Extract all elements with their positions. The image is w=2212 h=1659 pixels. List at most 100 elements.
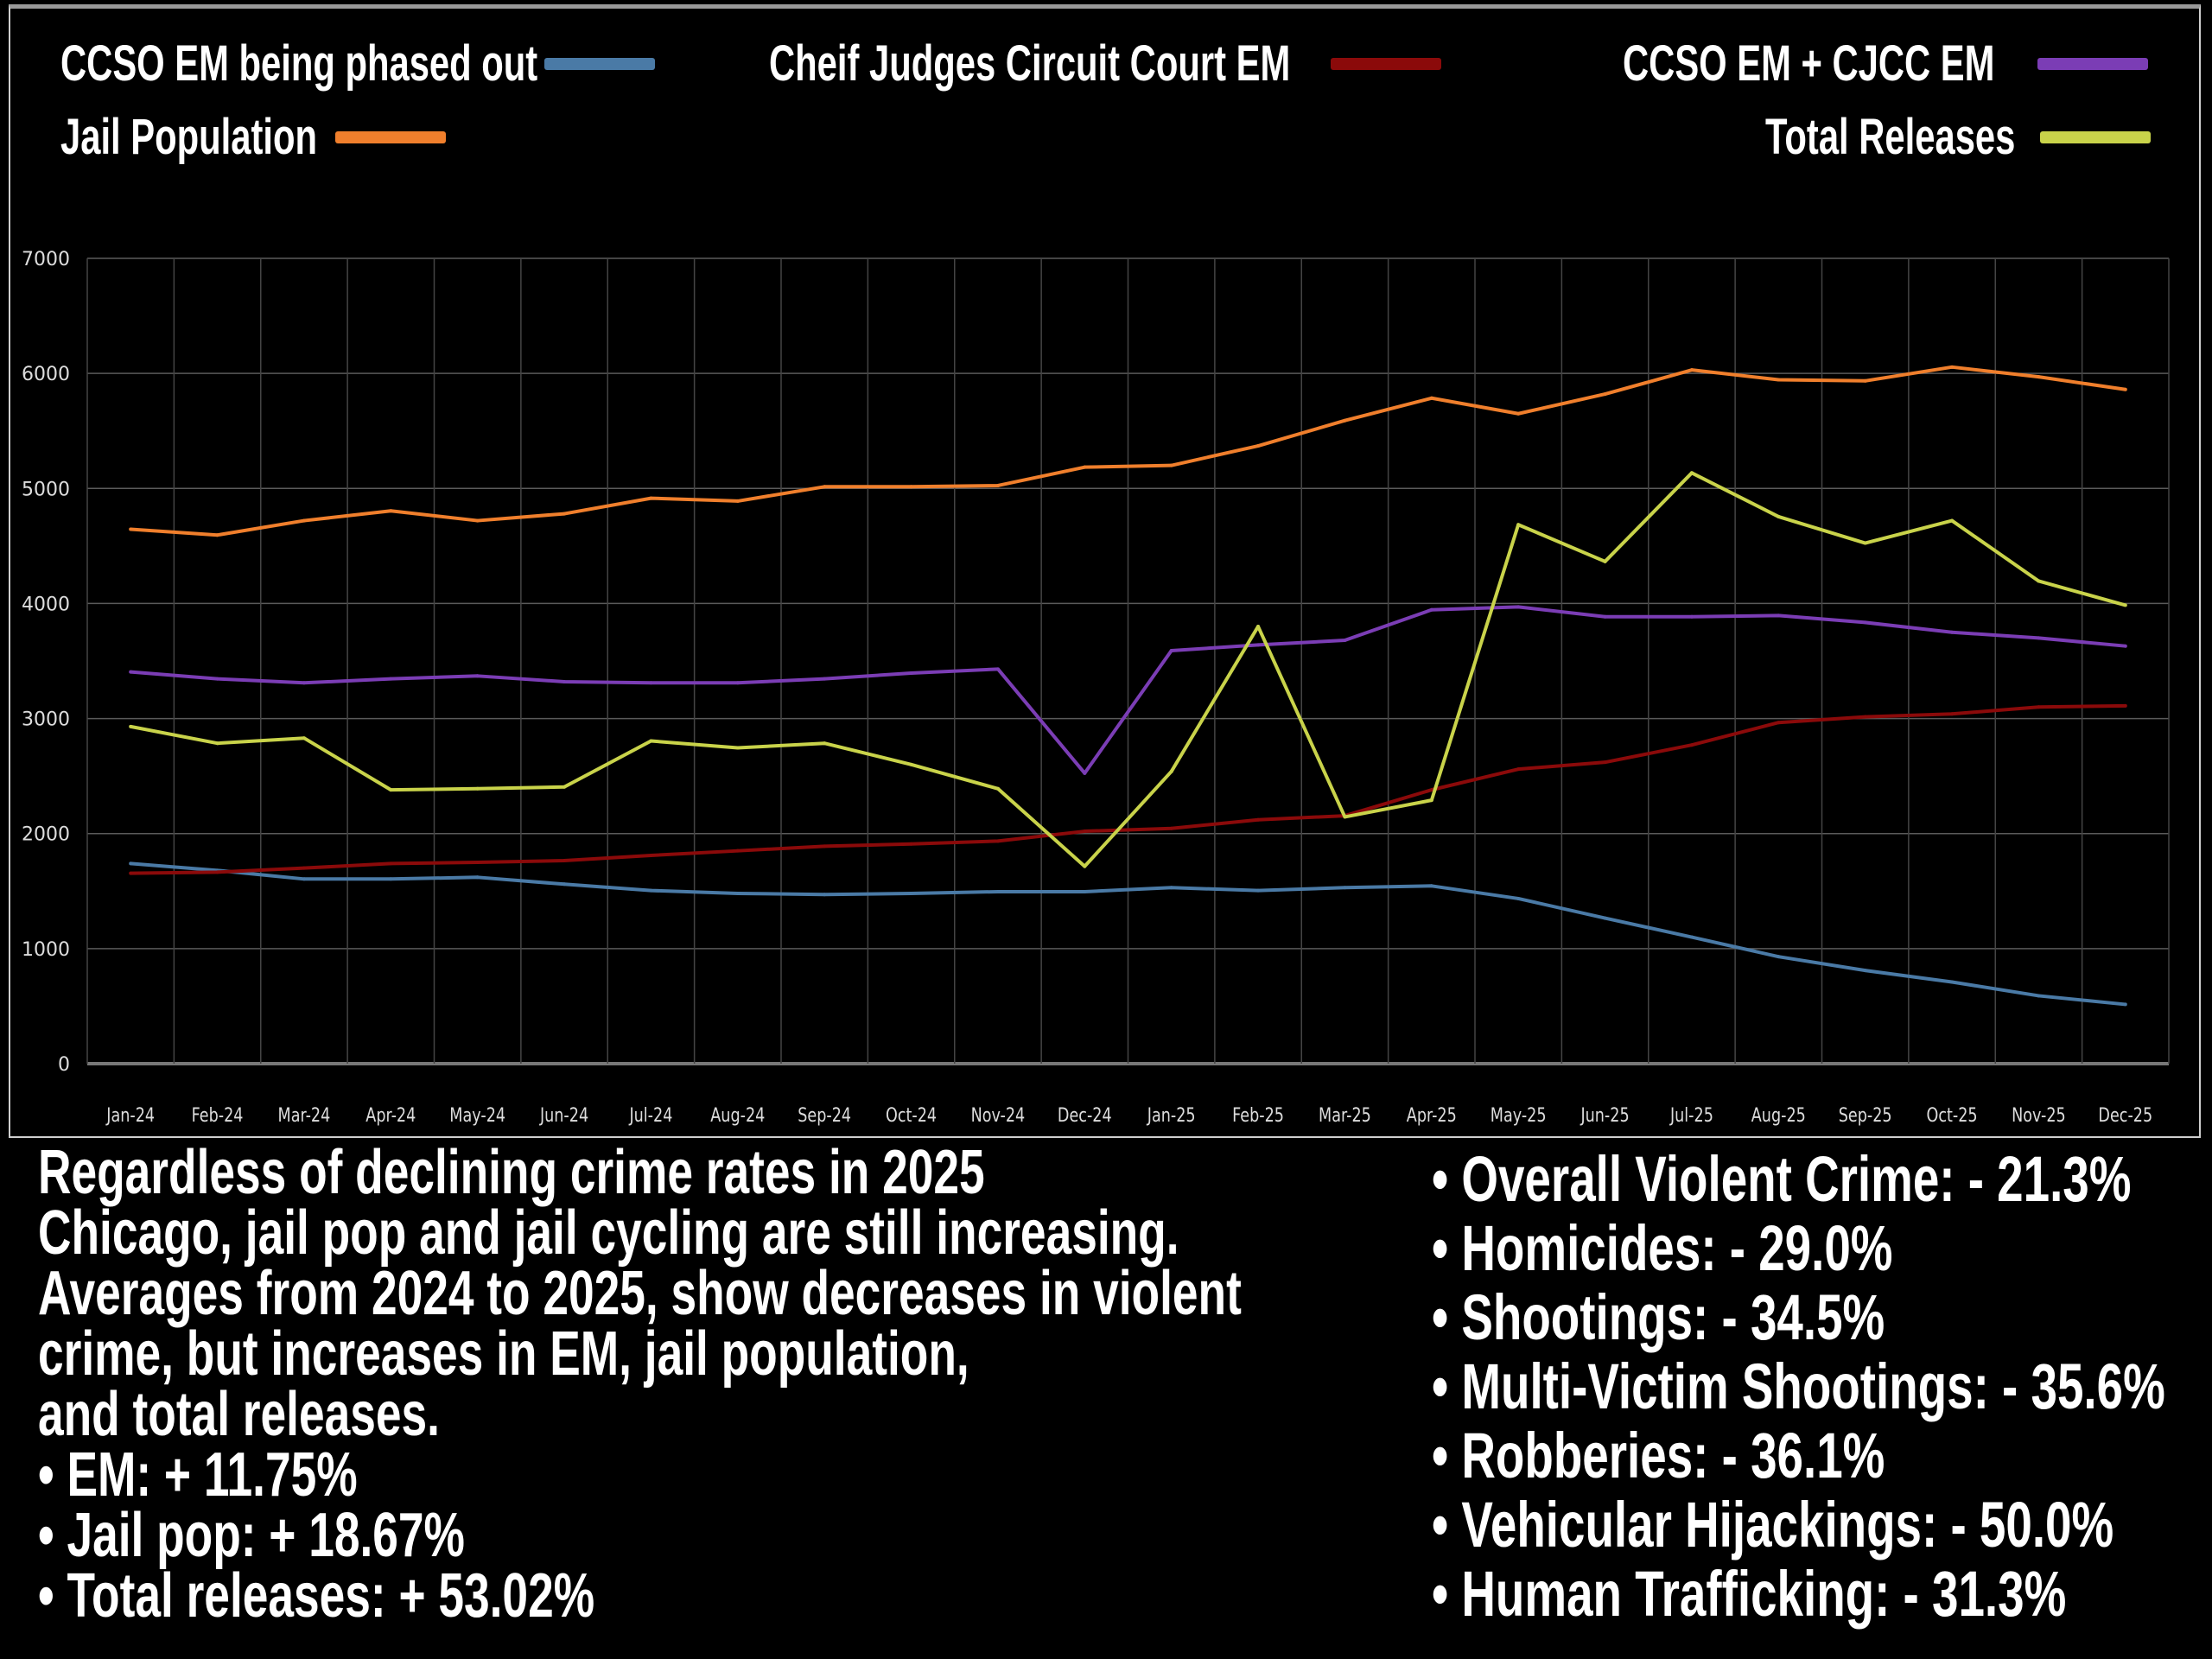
x-tick-label: Aug-24 bbox=[710, 1104, 765, 1126]
legend-item-combined-em: CCSO EM + CJCC EM bbox=[1623, 35, 2148, 92]
data-point bbox=[735, 499, 740, 503]
legend-item-jail-population: Jail Population bbox=[60, 108, 446, 166]
legend-swatch bbox=[2037, 57, 2148, 70]
data-point bbox=[2123, 387, 2127, 391]
x-tick-label: Jul-24 bbox=[628, 1104, 673, 1126]
data-point bbox=[823, 485, 827, 489]
data-point bbox=[475, 786, 480, 791]
data-point bbox=[1169, 769, 1173, 773]
summary-bullet: • EM: + 11.75% bbox=[38, 1440, 358, 1510]
data-point bbox=[823, 677, 827, 681]
x-tick-label: Dec-24 bbox=[1058, 1104, 1112, 1126]
x-tick-label: Oct-25 bbox=[1926, 1104, 1977, 1126]
data-point bbox=[1689, 614, 1694, 619]
data-point bbox=[1516, 767, 1521, 772]
data-point bbox=[735, 891, 740, 895]
data-point bbox=[2037, 994, 2041, 998]
legend-item-total-releases: Total Releases bbox=[1765, 108, 2151, 166]
data-point bbox=[1256, 643, 1261, 647]
data-point bbox=[995, 667, 1000, 671]
data-point bbox=[389, 509, 393, 513]
data-point bbox=[1950, 630, 1955, 634]
data-point bbox=[909, 762, 913, 766]
x-tick-label: Jan-24 bbox=[105, 1104, 156, 1126]
y-tick-label: 6000 bbox=[22, 364, 70, 385]
data-point bbox=[129, 861, 133, 866]
line-chart: 0 1000 2000 3000 4000 5000 6000 7000 Jan-24 Feb-2… bbox=[22, 249, 2170, 1127]
x-tick-label: Feb-25 bbox=[1232, 1104, 1284, 1126]
legend-label: Cheif Judges Circuit Court EM bbox=[769, 35, 1291, 92]
data-point bbox=[2037, 636, 2041, 640]
data-point bbox=[302, 866, 306, 870]
data-point bbox=[649, 496, 653, 500]
data-point bbox=[1256, 625, 1261, 629]
data-point bbox=[2037, 705, 2041, 709]
data-point bbox=[1429, 607, 1433, 612]
data-point bbox=[129, 724, 133, 728]
legend-item-ccso-em: CCSO EM being phased out bbox=[60, 35, 655, 92]
x-tick-label: Apr-25 bbox=[1407, 1104, 1457, 1126]
data-point bbox=[1863, 715, 1867, 719]
data-point bbox=[1169, 649, 1173, 653]
data-point bbox=[475, 518, 480, 523]
data-point bbox=[1950, 365, 1955, 369]
data-point bbox=[2123, 1002, 2127, 1007]
data-point bbox=[995, 839, 1000, 843]
data-point bbox=[1169, 886, 1173, 890]
data-point bbox=[1429, 884, 1433, 888]
data-point bbox=[1083, 889, 1087, 893]
data-point bbox=[1516, 411, 1521, 416]
data-point bbox=[909, 485, 913, 489]
summary-line: and total releases. bbox=[38, 1380, 440, 1449]
y-tick-label: 4000 bbox=[22, 594, 70, 615]
data-point bbox=[649, 888, 653, 893]
x-tick-label: May-25 bbox=[1491, 1104, 1547, 1126]
legend-label: CCSO EM being phased out bbox=[60, 35, 538, 92]
data-point bbox=[995, 786, 1000, 791]
data-point bbox=[1950, 712, 1955, 716]
x-tick-label: Jan-25 bbox=[1146, 1104, 1196, 1126]
data-point bbox=[1516, 605, 1521, 609]
data-point bbox=[649, 739, 653, 743]
legend-swatch bbox=[1331, 57, 1441, 70]
data-point bbox=[1863, 620, 1867, 625]
data-point bbox=[389, 677, 393, 681]
summary-bullet: • Jail pop: + 18.67% bbox=[38, 1501, 465, 1570]
data-point bbox=[389, 877, 393, 881]
data-point bbox=[649, 854, 653, 858]
data-point bbox=[302, 877, 306, 881]
data-point bbox=[1256, 817, 1261, 822]
x-tick-label: Oct-24 bbox=[886, 1104, 937, 1126]
summary-text: Regardless of declining crime rates in 2… bbox=[38, 1141, 1242, 1627]
crime-stat: • Multi-Victim Shootings: - 35.6% bbox=[1432, 1351, 2165, 1422]
data-point bbox=[1169, 463, 1173, 467]
data-point bbox=[302, 681, 306, 685]
series-line-total-releases bbox=[130, 471, 2126, 868]
data-point bbox=[475, 875, 480, 880]
data-point bbox=[735, 746, 740, 750]
crime-stat: • Shootings: - 34.5% bbox=[1432, 1281, 1885, 1353]
data-point bbox=[1603, 760, 1607, 765]
data-point bbox=[1343, 418, 1347, 423]
data-point bbox=[823, 893, 827, 897]
legend-label: Total Releases bbox=[1765, 109, 2016, 165]
data-point bbox=[1603, 916, 1607, 920]
data-point bbox=[1169, 826, 1173, 830]
x-tick-label: Feb-24 bbox=[192, 1104, 244, 1126]
data-point bbox=[215, 677, 219, 681]
legend-swatch bbox=[2040, 130, 2151, 143]
crime-stat: • Robberies: - 36.1% bbox=[1432, 1420, 1885, 1491]
data-point bbox=[2037, 375, 2041, 379]
data-point bbox=[1516, 896, 1521, 900]
data-point bbox=[1083, 830, 1087, 834]
x-tick-label: Jun-25 bbox=[1580, 1104, 1630, 1126]
data-point bbox=[302, 736, 306, 741]
data-point bbox=[2123, 703, 2127, 708]
data-point bbox=[563, 512, 567, 516]
data-point bbox=[1777, 613, 1781, 618]
data-point bbox=[215, 741, 219, 746]
data-point bbox=[215, 533, 219, 537]
data-point bbox=[735, 849, 740, 853]
data-point bbox=[1083, 771, 1087, 775]
data-point bbox=[1863, 541, 1867, 545]
